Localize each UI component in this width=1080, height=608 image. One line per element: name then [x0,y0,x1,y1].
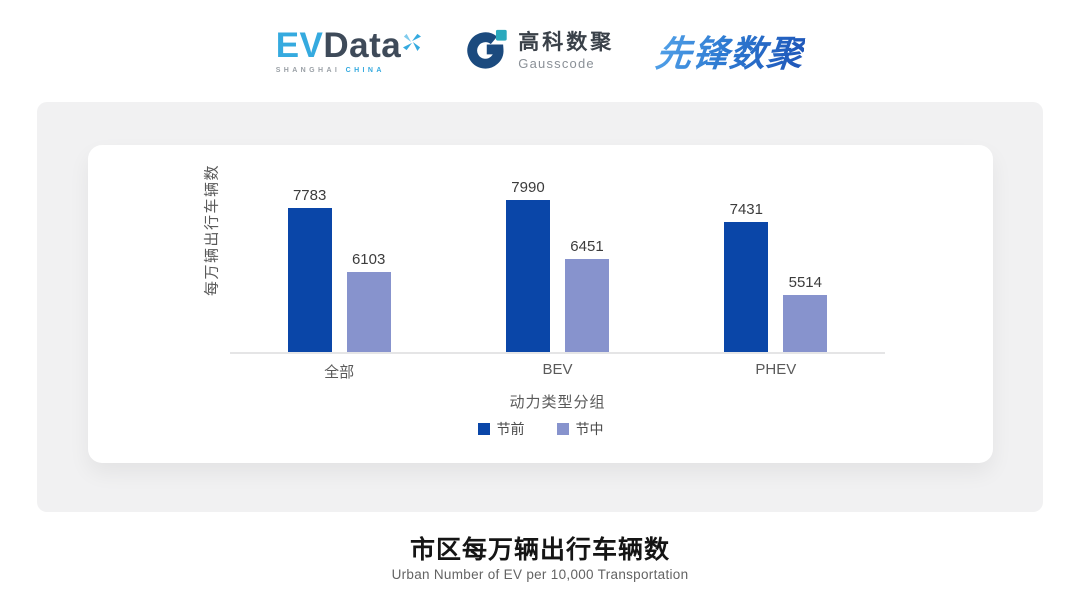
legend-swatch [556,423,569,435]
legend: 节前 节中 [88,419,993,439]
bar-with-label: 5514 [783,273,828,352]
chart-panel: 每万辆出行车辆数 7783 6103 7990 6451 7431 5514 全部 BEV P… [37,102,1043,512]
gausscode-g-icon [463,26,509,77]
page-title: 市区每万辆出行车辆数 [409,536,670,564]
y-axis-label: 每万辆出行车辆数 [203,163,221,297]
bar-节前 [505,200,550,352]
x-category-label: 全部 [324,364,355,381]
bar-with-label: 7990 [505,179,550,352]
bar-with-label: 6103 [346,251,391,352]
evdata-shanghai-text: SHANGHAI [275,67,341,74]
evdata-star-icon [403,22,422,57]
bar-group: 7431 5514 [667,201,885,352]
gausscode-logo: 高科数聚 Gausscode [463,26,614,77]
legend-item: 节中 [556,419,604,439]
bar-with-label: 7783 [287,187,332,352]
bar-value-label: 6103 [351,251,386,269]
bar-group: 7990 6451 [448,179,666,352]
legend-label: 节前 [496,421,525,437]
gausscode-en-text: Gausscode [518,55,595,71]
evdata-ev-text: EV [275,26,324,65]
evdata-logo: EV Data SHANGHAI CHINA [276,28,422,74]
bar-value-label: 7431 [729,200,763,218]
xianfeng-logo: 先锋数聚 [654,25,807,77]
x-axis-title: 动力类型分组 [509,394,606,411]
bar-value-label: 6451 [570,237,604,255]
plot-area: 7783 6103 7990 6451 7431 5514 [230,162,885,352]
bar-节前 [287,208,332,352]
bar-with-label: 7431 [724,200,769,352]
bar-value-label: 7783 [292,187,327,205]
page-subtitle: Urban Number of EV per 10,000 Transporta… [391,567,689,582]
x-category-label: BEV [542,361,573,378]
bar-节中 [346,272,391,352]
evdata-data-text: Data [323,26,402,65]
x-axis-line [230,352,885,354]
bar-节中 [564,258,609,352]
legend-item: 节前 [477,419,525,439]
bar-value-label: 7990 [511,179,545,197]
bar-with-label: 6451 [564,237,609,352]
gausscode-cn-text: 高科数聚 [518,31,615,55]
legend-label: 节中 [575,421,604,437]
bar-节中 [783,294,828,352]
legend-swatch [477,423,490,435]
header: EV Data SHANGHAI CHINA 高科数聚 Gaus [0,16,1080,86]
bar-value-label: 5514 [788,273,822,291]
evdata-subtext: SHANGHAI CHINA [276,67,422,74]
x-categories: 全部 BEV PHEV [230,361,885,382]
chart-card: 每万辆出行车辆数 7783 6103 7990 6451 7431 5514 全部 BEV P… [88,145,993,463]
evdata-wordmark: EV Data [276,28,422,63]
bar-节前 [724,221,769,352]
gausscode-text: 高科数聚 Gausscode [518,31,614,70]
x-category-label: PHEV [755,361,797,378]
evdata-china-text: CHINA [345,67,385,74]
bar-group: 7783 6103 [230,187,448,352]
